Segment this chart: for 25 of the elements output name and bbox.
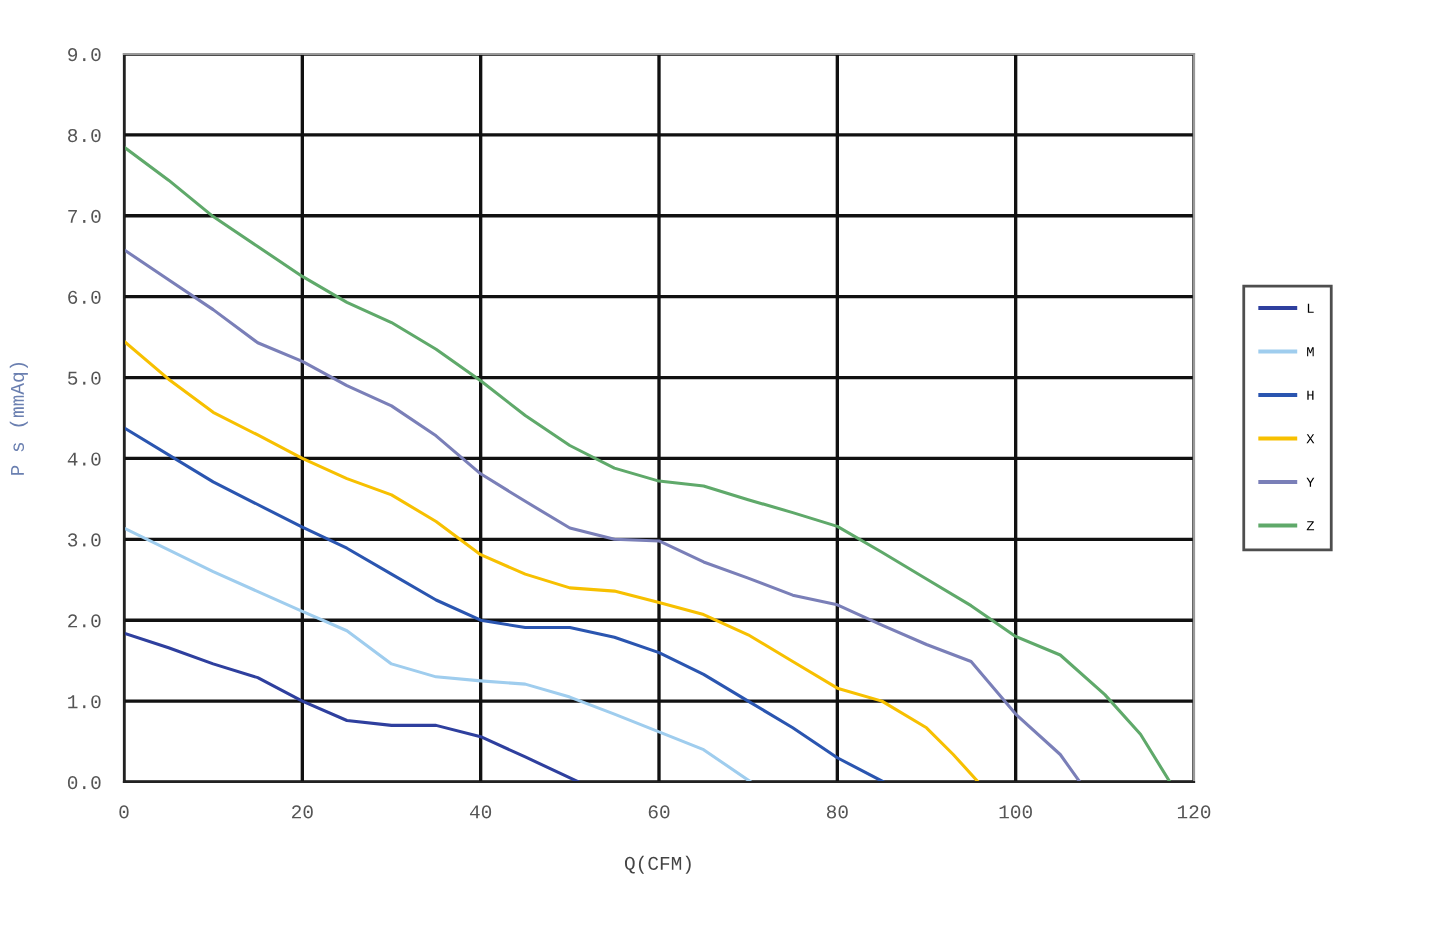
x-tick-label: 80	[826, 805, 848, 819]
line-series	[124, 631, 581, 782]
y-tick-label: 0.0	[67, 776, 101, 790]
x-tick-label: 40	[469, 805, 492, 819]
y-axis-title: P s (mmAq)	[9, 362, 28, 475]
y-tick-label: 4.0	[67, 452, 101, 466]
x-axis-title: Q(CFM)	[624, 855, 691, 874]
x-tick-label: 60	[648, 805, 670, 819]
y-tick-label: 5.0	[67, 371, 101, 385]
y-tick-label: 9.0	[68, 48, 101, 62]
y-tick-label: 7.0	[68, 209, 101, 224]
line-series	[124, 426, 886, 782]
x-tick-label: 100	[999, 805, 1032, 819]
y-tick-label: 6.0	[68, 290, 101, 304]
x-tick-label: 120	[1177, 805, 1211, 819]
line-series	[124, 339, 980, 782]
line-series	[124, 145, 1172, 782]
y-tick-label: 2.0	[68, 614, 101, 628]
y-tick-label: 1.0	[68, 695, 101, 709]
y-tick-label: 8.0	[68, 128, 101, 143]
x-tick-label: 20	[292, 805, 313, 819]
line-series	[124, 526, 753, 782]
line-series	[124, 248, 1082, 782]
x-tick-label: 0	[119, 805, 129, 819]
y-tick-label: 3.0	[67, 533, 101, 547]
